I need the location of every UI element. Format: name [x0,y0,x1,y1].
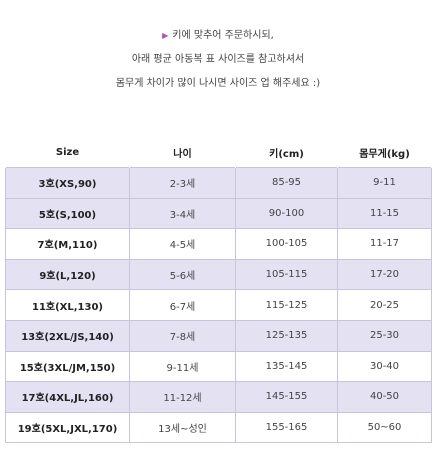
weight-cell: 11-17 [337,228,432,260]
table-row: 13호(2XL/JS,140) 7-8세 125-135 25-30 [5,319,432,352]
table-row: 19호(5XL,JXL,170) 13세~성인 155-165 50~60 [5,411,432,444]
age-cell: 4-5세 [129,228,236,260]
weight-cell: 50~60 [337,411,432,444]
header-age: 나이 [129,137,236,168]
header-weight: 몸무게(kg) [337,137,432,168]
intro-text: ▶ 키에 맞추어 주문하시되, 아래 평균 아동복 표 사이즈를 참고하셔서 몸무… [0,24,436,96]
intro-line-1: ▶ 키에 맞추어 주문하시되, [0,24,436,48]
size-cell: 5호(S,100) [5,197,130,230]
table-row: 7호(M,110) 4-5세 100-105 11-17 [5,228,432,260]
height-cell: 115-125 [235,289,338,321]
table-row: 5호(S,100) 3-4세 90-100 11-15 [5,197,432,230]
weight-cell: 9-11 [337,167,432,199]
age-cell: 6-7세 [129,289,236,321]
height-cell: 85-95 [235,167,338,199]
height-cell: 105-115 [235,258,338,291]
triangle-right-icon: ▶ [162,31,169,40]
table-row: 17호(4XL,JL,160) 11-12세 145-155 40-50 [5,381,432,413]
age-cell: 9-11세 [129,350,236,383]
size-cell: 13호(2XL/JS,140) [5,319,130,352]
height-cell: 90-100 [235,197,338,230]
age-cell: 5-6세 [129,258,236,291]
height-cell: 125-135 [235,319,338,352]
weight-cell: 40-50 [337,381,432,413]
table-row: 15호(3XL/JM,150) 9-11세 135-145 30-40 [5,350,432,383]
table-row: 11호(XL,130) 6-7세 115-125 20-25 [5,289,432,321]
weight-cell: 30-40 [337,350,432,383]
height-cell: 135-145 [235,350,338,383]
size-cell: 3호(XS,90) [5,167,130,199]
age-cell: 2-3세 [129,167,236,199]
size-cell: 9호(L,120) [5,258,130,291]
intro-line-1-text: 키에 맞추어 주문하시되, [172,30,274,41]
age-cell: 13세~성인 [129,411,236,444]
header-size: Size [5,137,130,168]
age-cell: 3-4세 [129,197,236,230]
size-cell: 7호(M,110) [5,228,130,260]
size-chart-table: Size 나이 키(cm) 몸무게(kg) 3호(XS,90) 2-3세 85-… [5,137,432,444]
height-cell: 100-105 [235,228,338,260]
age-cell: 7-8세 [129,319,236,352]
size-cell: 15호(3XL/JM,150) [5,350,130,383]
size-cell: 17호(4XL,JL,160) [5,381,130,413]
table-row: 3호(XS,90) 2-3세 85-95 9-11 [5,167,432,199]
intro-line-2: 아래 평균 아동복 표 사이즈를 참고하셔서 [131,54,305,65]
size-cell: 19호(5XL,JXL,170) [5,411,130,444]
weight-cell: 25-30 [337,319,432,352]
table-row: 9호(L,120) 5-6세 105-115 17-20 [5,258,432,291]
weight-cell: 20-25 [337,289,432,321]
weight-cell: 11-15 [337,197,432,230]
header-height: 키(cm) [235,137,338,168]
weight-cell: 17-20 [337,258,432,291]
size-cell: 11호(XL,130) [5,289,130,321]
height-cell: 155-165 [235,411,338,444]
intro-line-3: 몸무게 차이가 많이 나시면 사이즈 업 해주세요 :) [115,78,321,89]
height-cell: 145-155 [235,381,338,413]
table-header-row: Size 나이 키(cm) 몸무게(kg) [5,137,432,168]
age-cell: 11-12세 [129,381,236,413]
